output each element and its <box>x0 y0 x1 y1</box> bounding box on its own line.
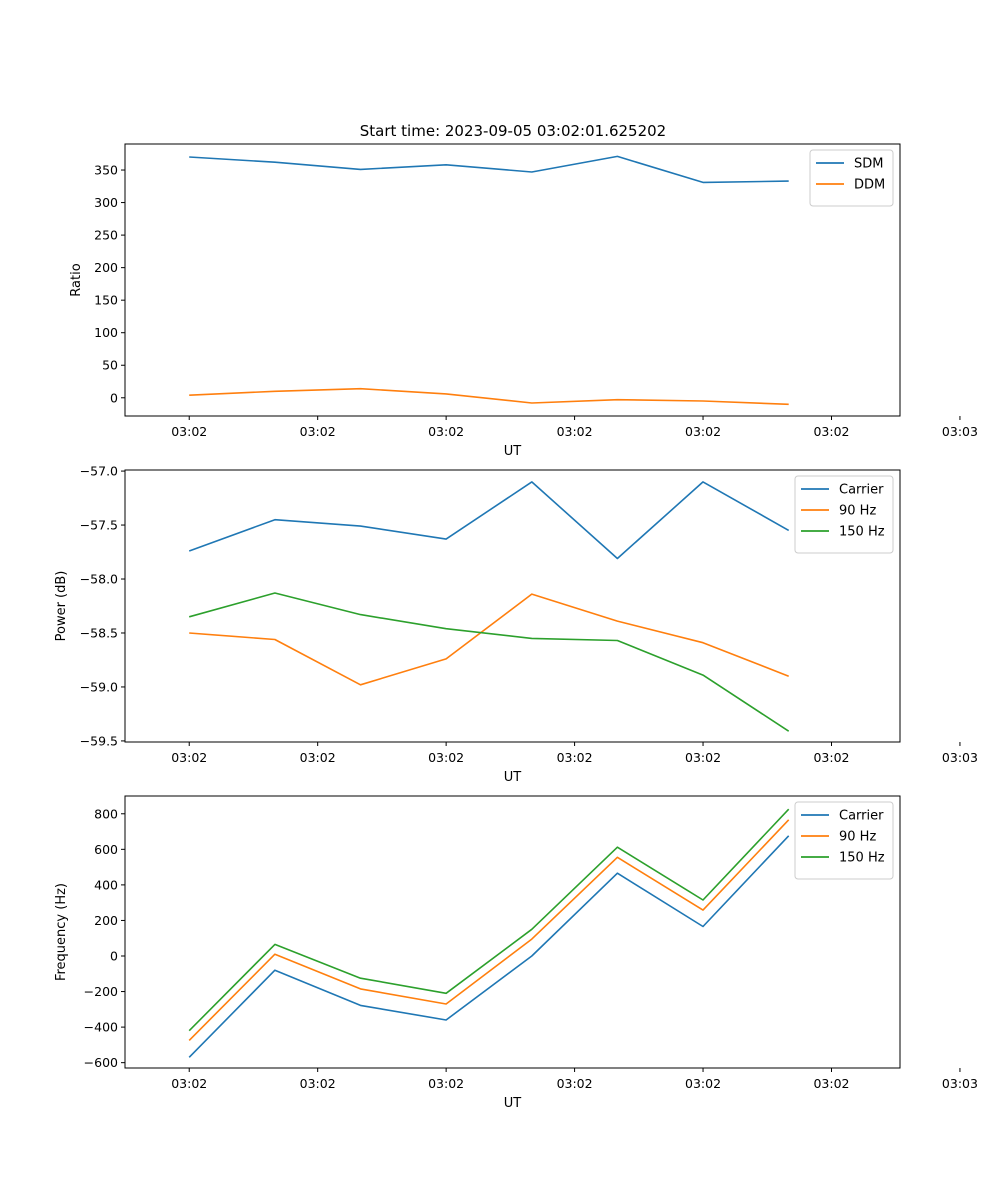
series-line-150-hz <box>188 808 790 1032</box>
y-tick-label: 150 <box>94 293 118 308</box>
x-tick-label: 03:02 <box>428 750 464 765</box>
x-tick-label: 03:02 <box>557 750 593 765</box>
x-tick-label: 03:02 <box>428 424 464 439</box>
y-tick-label: −57.0 <box>80 464 118 479</box>
y-tick-label: 200 <box>94 913 118 928</box>
chart-panel-1: 03:02 03:02 03:02 03:02 03:02 03:02 03:03 0 50 10… <box>69 143 978 459</box>
x-tick-label: 03:03 <box>942 1076 978 1091</box>
series-line-150-hz <box>188 592 790 732</box>
legend-label: 150 Hz <box>839 525 885 540</box>
legend-label: SDM <box>854 157 883 172</box>
series-line-carrier <box>188 835 790 1058</box>
legend-label: 150 Hz <box>839 851 885 866</box>
y-tick-label: −58.0 <box>80 572 118 587</box>
x-tick-label: 03:02 <box>685 750 721 765</box>
x-tick-label: 03:03 <box>942 424 978 439</box>
series-line-carrier <box>188 481 790 560</box>
x-tick-label: 03:02 <box>813 1076 849 1091</box>
x-tick-label: 03:02 <box>300 750 336 765</box>
legend: Carrier 90 Hz 150 Hz <box>794 475 894 554</box>
x-axis-label: UT <box>504 1096 522 1111</box>
y-axis-label: Power (dB) <box>54 571 69 642</box>
y-tick-label: 50 <box>102 358 118 373</box>
y-tick-label: 0 <box>110 390 118 405</box>
y-tick-label: −59.5 <box>80 733 118 748</box>
x-tick-label: 03:02 <box>171 424 207 439</box>
y-tick-label: −400 <box>84 1020 118 1035</box>
x-tick-label: 03:02 <box>300 1076 336 1091</box>
y-tick-label: 350 <box>94 163 118 178</box>
legend-label: Carrier <box>839 809 884 824</box>
chart-panel-2: 03:02 03:02 03:02 03:02 03:02 03:02 03:03 −59.5… <box>54 464 978 785</box>
series-line-ddm <box>189 387 789 406</box>
y-axis-label: Frequency (Hz) <box>54 883 69 981</box>
legend-label: 90 Hz <box>839 504 876 519</box>
y-tick-label: 200 <box>94 260 118 275</box>
series-line-90-hz <box>189 593 789 686</box>
legend: Carrier 90 Hz 150 Hz <box>794 801 894 880</box>
y-tick-label: 0 <box>110 949 118 964</box>
x-axis-label: UT <box>504 444 522 459</box>
legend-box <box>809 149 894 207</box>
chart-panel-3: 03:02 03:02 03:02 03:02 03:02 03:02 03:03 −600 −… <box>54 795 978 1111</box>
figure-title: Start time: 2023-09-05 03:02:01.625202 <box>360 122 666 140</box>
x-tick-label: 03:02 <box>813 750 849 765</box>
x-tick-label: 03:02 <box>685 424 721 439</box>
legend-label: DDM <box>854 178 885 193</box>
x-tick-label: 03:02 <box>428 1076 464 1091</box>
series-line-90-hz <box>188 819 790 1041</box>
y-tick-label: −57.5 <box>80 518 118 533</box>
legend: SDM DDM <box>809 149 894 207</box>
axes-frame <box>124 795 901 1069</box>
series-line-sdm <box>189 155 789 184</box>
chart-root: 03:02 03:02 03:02 03:02 03:02 03:02 03:03 0 50 10… <box>54 143 978 1111</box>
legend-box <box>794 801 894 880</box>
y-tick-label: −58.5 <box>80 625 118 640</box>
y-tick-label: −59.0 <box>80 679 118 694</box>
axes-frame <box>124 469 901 743</box>
y-tick-label: 800 <box>94 806 118 821</box>
y-tick-label: 100 <box>94 325 118 340</box>
legend-box <box>794 475 894 554</box>
x-tick-label: 03:02 <box>300 424 336 439</box>
x-tick-label: 03:02 <box>171 750 207 765</box>
legend-label: 90 Hz <box>839 830 876 845</box>
x-tick-label: 03:02 <box>685 1076 721 1091</box>
y-tick-label: 250 <box>94 228 118 243</box>
x-tick-label: 03:03 <box>942 750 978 765</box>
x-tick-label: 03:02 <box>813 424 849 439</box>
x-tick-label: 03:02 <box>557 1076 593 1091</box>
x-axis-label: UT <box>504 770 522 785</box>
y-axis-label: Ratio <box>69 263 84 296</box>
y-tick-label: −600 <box>84 1055 118 1070</box>
y-tick-label: 400 <box>94 877 118 892</box>
x-tick-label: 03:02 <box>171 1076 207 1091</box>
y-tick-label: −200 <box>84 984 118 999</box>
axes-frame <box>124 143 901 417</box>
x-tick-label: 03:02 <box>557 424 593 439</box>
y-tick-label: 600 <box>94 842 118 857</box>
y-tick-label: 300 <box>94 195 118 210</box>
legend-label: Carrier <box>839 483 884 498</box>
